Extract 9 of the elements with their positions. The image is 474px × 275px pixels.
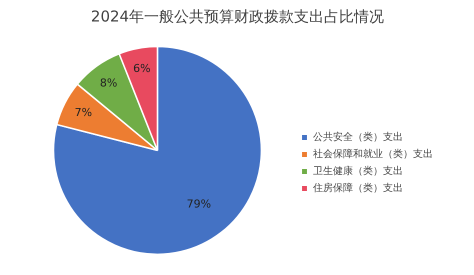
legend-label: 社会保障和就业（类）支出 xyxy=(313,148,433,161)
data-label: 8% xyxy=(100,76,118,90)
data-label: 6% xyxy=(133,62,151,75)
data-label: 79% xyxy=(186,197,212,210)
legend-label: 住房保障（类）支出 xyxy=(313,182,403,195)
legend-label: 卫生健康（类）支出 xyxy=(313,164,403,178)
legend-label: 公共安全（类）支出 xyxy=(313,130,403,144)
chart-title: 2024年一般公共预算财政拨款支出占比情况 xyxy=(90,8,384,26)
data-label: 7% xyxy=(74,106,92,120)
